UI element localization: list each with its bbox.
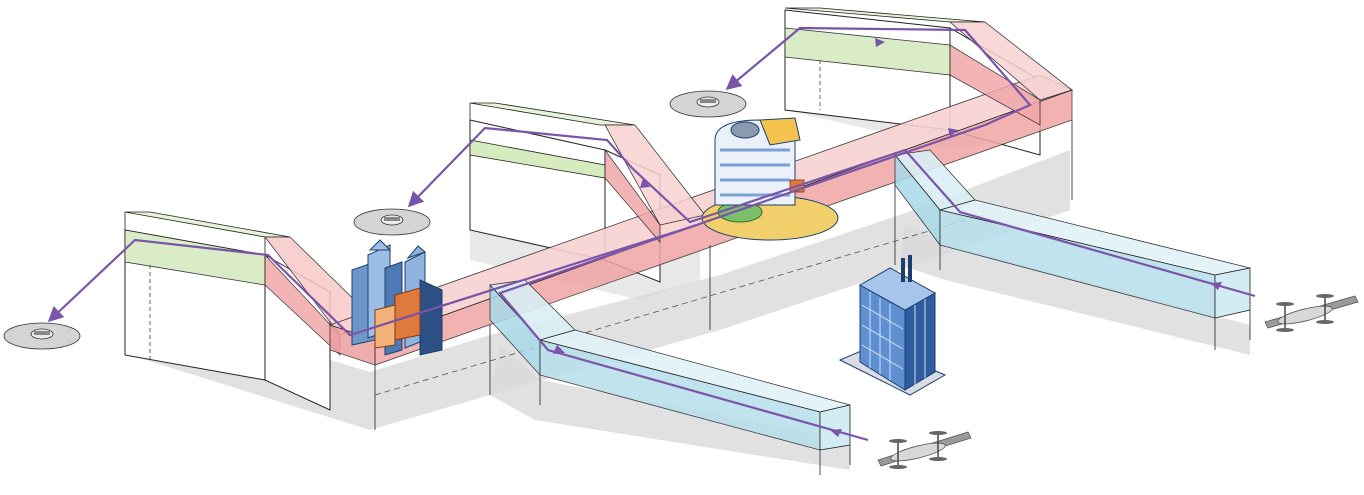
left-end-top — [124, 211, 291, 238]
right-vertipad — [669, 90, 747, 118]
middle-end-top — [469, 102, 636, 126]
left-vertipad — [3, 322, 81, 350]
middle-vertipad — [353, 208, 431, 236]
drone-right — [1264, 294, 1359, 332]
branch-corridor-lower — [489, 279, 851, 475]
middle-end — [469, 102, 661, 283]
downtown-towers — [351, 239, 443, 356]
glass-office-tower — [838, 255, 947, 396]
path-upper-branch — [407, 126, 1256, 298]
path-left — [47, 222, 701, 337]
path-lower-branch — [498, 26, 1032, 442]
branch-corridor-upper — [894, 149, 1251, 350]
flight-paths — [47, 26, 1256, 442]
drone-lower-right — [877, 431, 972, 469]
flight-path-arrowheads — [553, 38, 1222, 437]
